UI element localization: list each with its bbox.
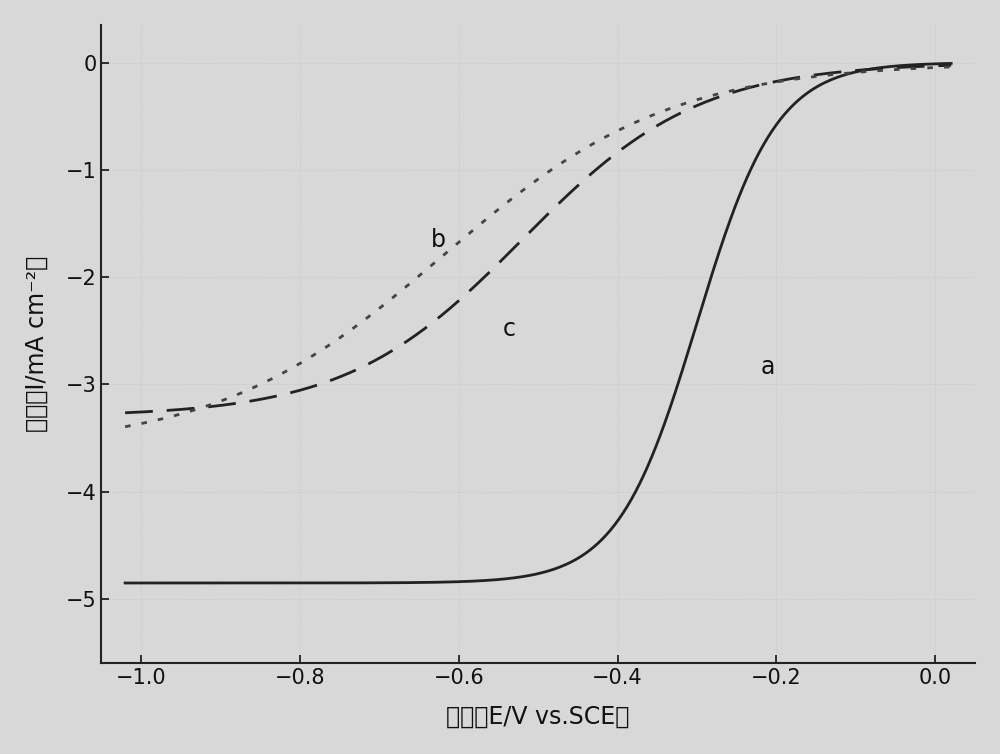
X-axis label: 电位（E/V vs.SCE）: 电位（E/V vs.SCE） <box>446 705 630 729</box>
Text: a: a <box>761 354 775 379</box>
Y-axis label: 电流（I/mA cm⁻²）: 电流（I/mA cm⁻²） <box>25 256 49 432</box>
Text: b: b <box>431 228 446 252</box>
Text: c: c <box>502 317 515 342</box>
